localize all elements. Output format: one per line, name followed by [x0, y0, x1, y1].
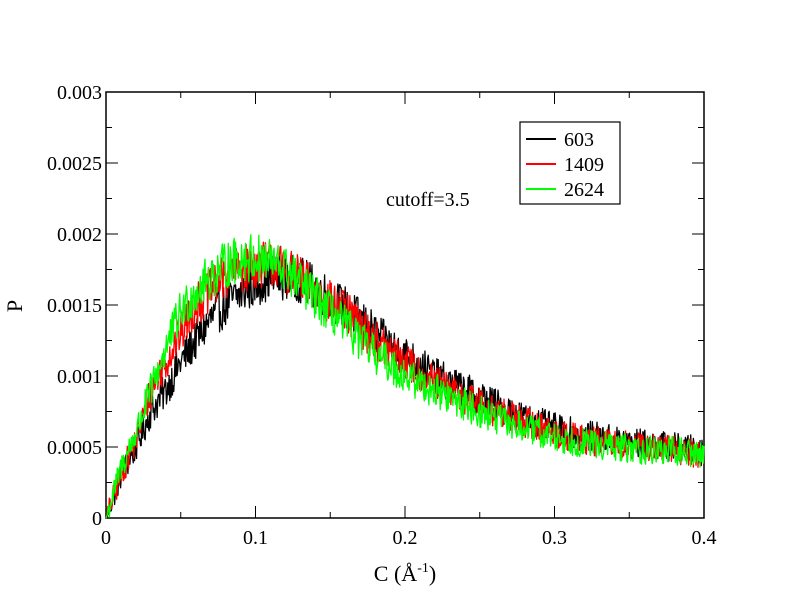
y-tick-label: 0.002: [57, 224, 102, 246]
x-axis-label: C (Å-1): [374, 561, 436, 586]
x-tick-label: 0.2: [393, 527, 418, 549]
x-tick-label: 0.3: [542, 527, 567, 549]
y-tick-label: 0.0005: [47, 437, 102, 459]
series-layer: [105, 234, 705, 519]
y-tick-label: 0.003: [57, 82, 102, 104]
y-tick-label: 0.0025: [47, 153, 102, 175]
x-tick-label: 0.4: [692, 527, 717, 549]
y-tick-label: 0.001: [57, 366, 102, 388]
legend-label-1409: 1409: [564, 154, 604, 176]
y-tick-label: 0.0015: [47, 295, 102, 317]
y-axis-label: P: [2, 300, 27, 312]
y-tick-label: 0: [92, 508, 102, 530]
legend-label-2624: 2624: [564, 179, 604, 201]
x-axis-label-superscript: -1: [417, 561, 429, 576]
x-axis-label-main: C (Å: [374, 561, 418, 586]
axis-ticks: 0 0.1 0.2 0.3 0.4 0 0.0005 0.001 0.0015 0.002 0.00…: [47, 82, 717, 549]
x-axis-label-close: ): [429, 561, 436, 586]
x-tick-label: 0.1: [243, 527, 268, 549]
series-line-2624: [105, 234, 705, 519]
legend: 603 1409 2624: [526, 129, 604, 201]
legend-label-603: 603: [564, 129, 594, 151]
cutoff-annotation: cutoff=3.5: [386, 189, 470, 211]
x-tick-label: 0: [101, 527, 111, 549]
